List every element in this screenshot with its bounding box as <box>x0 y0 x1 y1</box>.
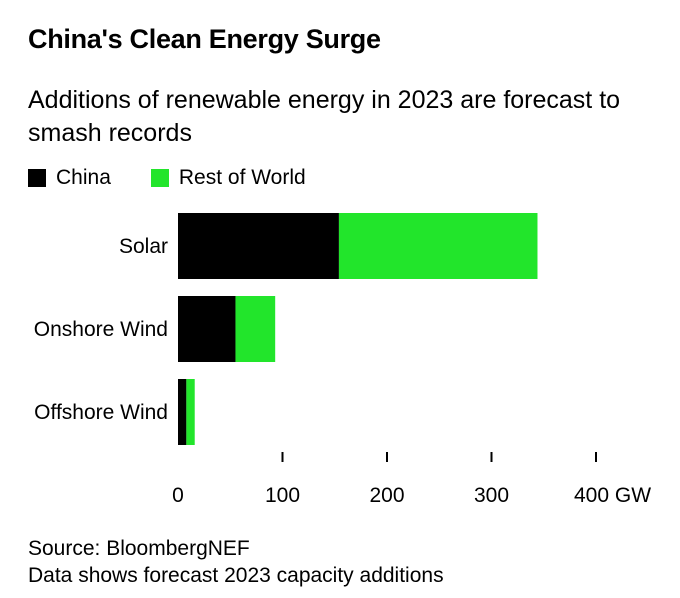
legend-swatch-rest-of-world <box>150 169 169 187</box>
bar-offshore-wind-china <box>178 379 187 445</box>
x-tick-label-200: 200 <box>369 484 404 507</box>
x-tick-label-100: 100 <box>265 484 300 507</box>
chart-footer: Source: BloombergNEF Data shows forecast… <box>28 535 444 589</box>
category-label-onshore-wind: Onshore Wind <box>34 318 168 341</box>
bar-onshore-wind-rest-of-world <box>235 296 276 362</box>
chart-title: China's Clean Energy Surge <box>28 24 381 54</box>
legend-item-china: China <box>28 166 111 190</box>
legend-label-china: China <box>56 166 111 189</box>
legend-item-rest-of-world: Rest of World <box>150 166 306 190</box>
bar-onshore-wind-china <box>178 296 236 362</box>
x-tick-label-300: 300 <box>474 484 509 507</box>
data-note: Data shows forecast 2023 capacity additi… <box>28 564 444 587</box>
source-note: Source: BloombergNEF <box>28 537 250 560</box>
legend-label-rest-of-world: Rest of World <box>178 166 306 189</box>
bar-offshore-wind-rest-of-world <box>186 379 195 445</box>
category-label-solar: Solar <box>119 235 168 258</box>
bar-solar-china <box>178 213 339 279</box>
x-tick-label-400: 400 GW <box>574 484 651 507</box>
legend-swatch-china <box>28 169 46 187</box>
bar-solar-rest-of-world <box>338 213 538 279</box>
legend: China Rest of World <box>28 166 346 190</box>
chart-subtitle: Additions of renewable energy in 2023 ar… <box>28 86 621 147</box>
category-label-offshore-wind: Offshore Wind <box>34 401 168 424</box>
x-tick-label-0: 0 <box>172 484 184 507</box>
